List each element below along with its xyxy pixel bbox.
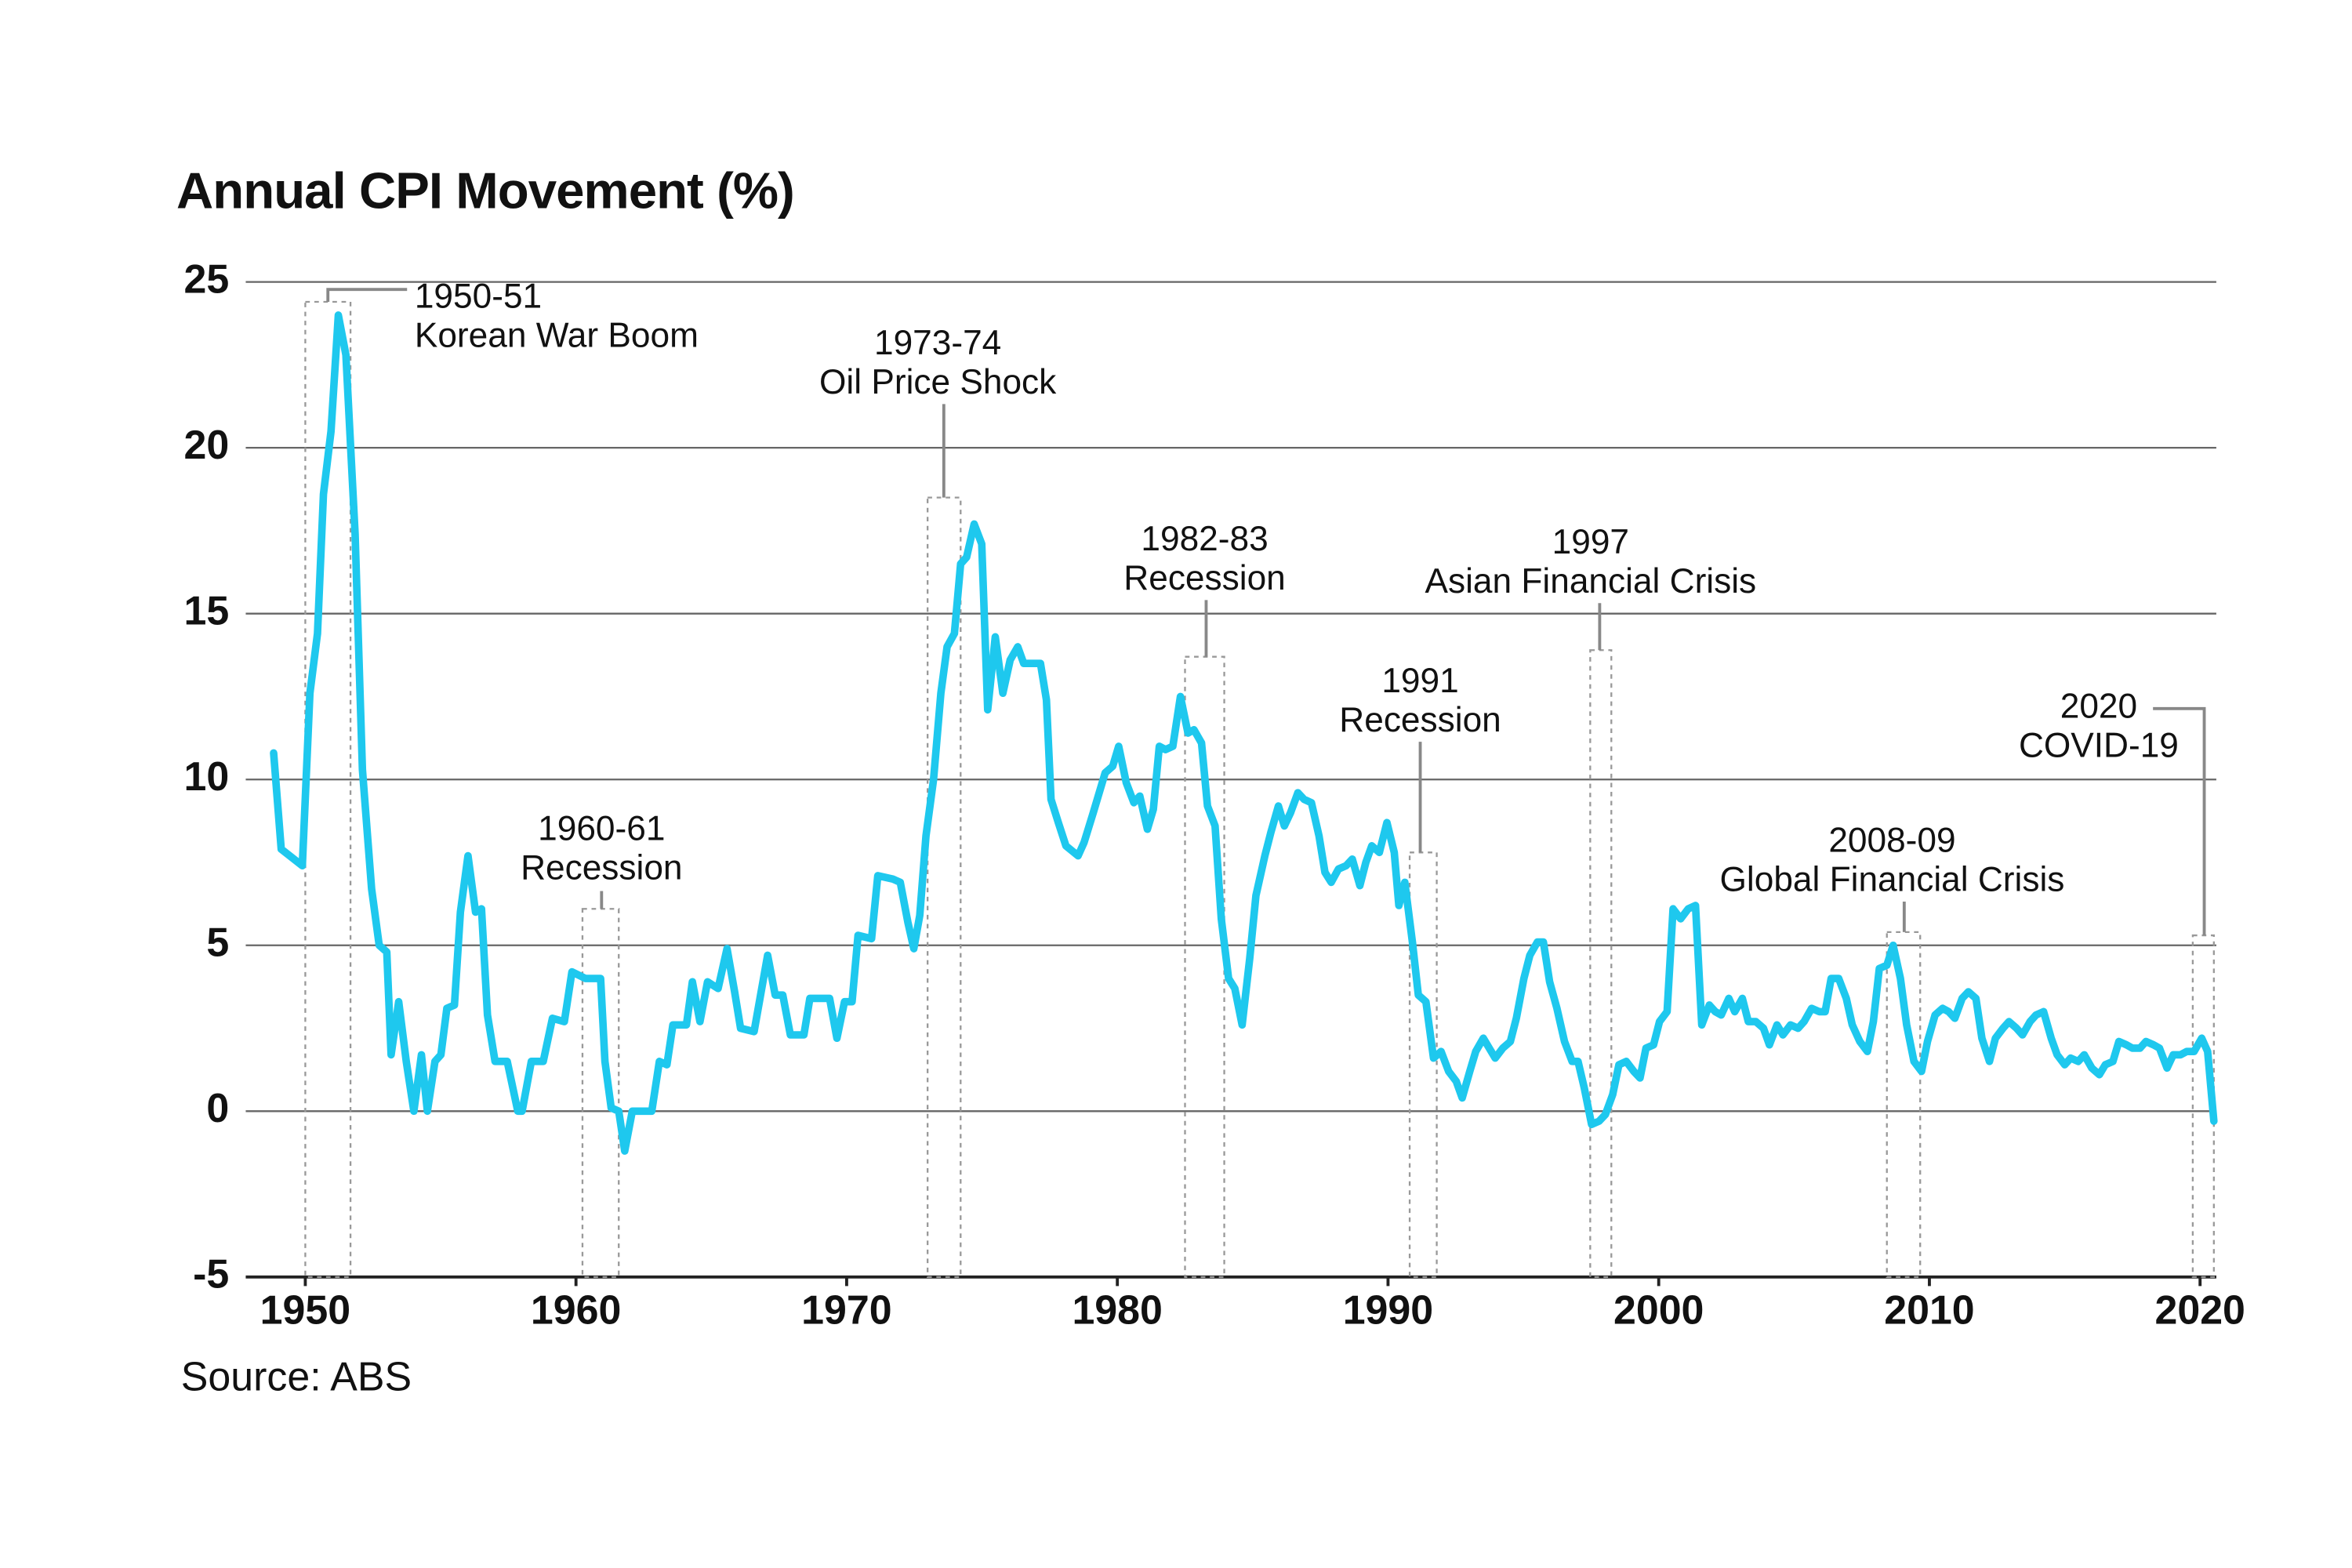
annotation-label: Global Financial Crisis xyxy=(1720,861,2065,899)
cpi-line xyxy=(270,311,2218,1155)
x-tick-label: 2020 xyxy=(2154,1288,2245,1334)
x-tick-label: 2010 xyxy=(1884,1288,1974,1334)
x-tick-label: 1970 xyxy=(801,1288,891,1334)
annotation-label: 1950-51 xyxy=(415,277,542,315)
annotation-label: 1997 xyxy=(1552,523,1629,561)
annotation-label: Recession xyxy=(521,848,682,887)
annotation-label: 1973-74 xyxy=(874,324,1001,362)
chart-title: Annual CPI Movement (%) xyxy=(176,162,794,219)
annotation-label: 2008-09 xyxy=(1828,822,1955,860)
annotation-box xyxy=(581,908,620,1278)
annotation-connector xyxy=(2153,706,2206,936)
annotation-box xyxy=(1408,851,1438,1279)
x-tick-label: 1990 xyxy=(1343,1288,1433,1334)
annotation-label: Korean War Boom xyxy=(415,316,699,354)
annotation-label: COVID-19 xyxy=(2019,727,2179,765)
source-note: Source: ABS xyxy=(181,1354,412,1399)
annotation-box xyxy=(1589,649,1613,1278)
annotation-label: Asian Financial Crisis xyxy=(1425,562,1757,601)
y-tick-label: 5 xyxy=(206,920,229,965)
annotation-label: 1982-83 xyxy=(1141,520,1268,558)
annotation-label: 1960-61 xyxy=(538,809,665,848)
annotation-label: 2020 xyxy=(2060,688,2137,726)
y-tick-label: 20 xyxy=(184,423,230,468)
x-tick-label: 1980 xyxy=(1072,1288,1162,1334)
y-tick-label: 25 xyxy=(184,256,230,302)
annotation-label: Oil Price Shock xyxy=(819,363,1057,401)
annotation-connector xyxy=(326,288,408,302)
y-tick-label: 15 xyxy=(184,588,230,633)
x-tick-label: 1950 xyxy=(260,1288,350,1334)
y-tick-label: 10 xyxy=(184,754,230,800)
annotation-label: 1991 xyxy=(1381,662,1458,700)
annotation-box xyxy=(1184,655,1225,1278)
y-tick-label: 0 xyxy=(206,1086,229,1131)
x-tick-label: 1960 xyxy=(531,1288,621,1334)
annotation-label: Recession xyxy=(1123,559,1285,597)
annotation-label: Recession xyxy=(1339,701,1501,739)
x-tick-label: 2000 xyxy=(1613,1288,1704,1334)
y-tick-label: -5 xyxy=(193,1252,229,1298)
